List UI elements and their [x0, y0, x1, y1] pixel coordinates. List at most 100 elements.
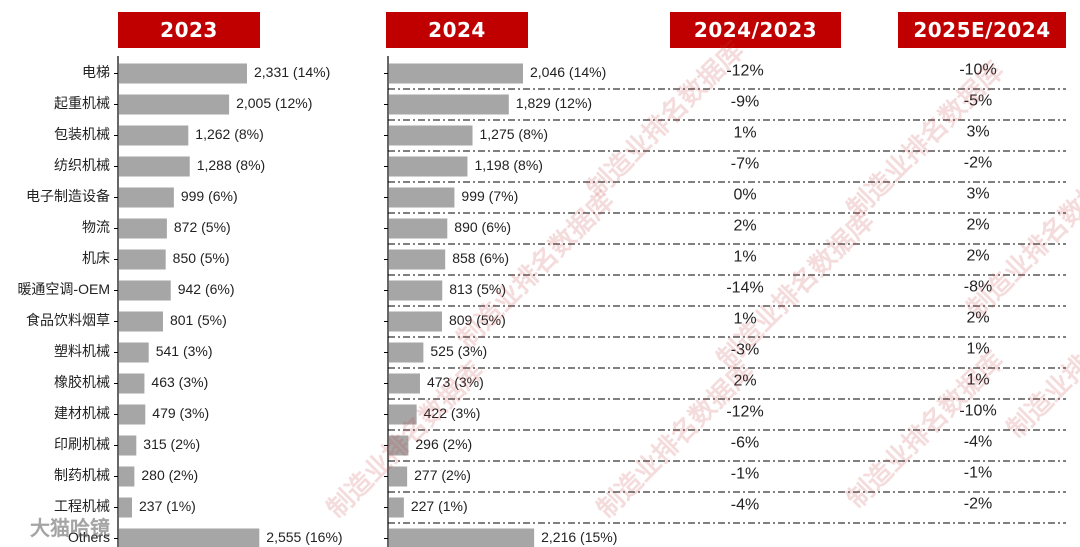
- header-growth-2024-2023: 2024/2023: [670, 12, 841, 48]
- bar-2024: [389, 497, 404, 518]
- growth-2025e-2024: -2%: [964, 496, 992, 513]
- data-label-2024: 858 (6%): [452, 250, 509, 266]
- bar-2023: [119, 404, 146, 425]
- growth-2024-2023: -1%: [731, 466, 759, 483]
- bar-2023: [119, 249, 166, 270]
- data-label-2024: 1,275 (8%): [480, 126, 548, 142]
- bar-2024: [389, 528, 535, 547]
- growth-2024-2023: -7%: [731, 156, 759, 173]
- bar-2024: [389, 435, 409, 456]
- bar-2023: [119, 435, 137, 456]
- watermark-bottom-text: 大猫哈镜: [30, 516, 110, 540]
- bar-2024: [389, 156, 468, 177]
- data-label-2024: 1,198 (8%): [474, 157, 542, 173]
- data-label-2023: 801 (5%): [170, 312, 227, 328]
- growth-2025e-2024: -8%: [964, 279, 992, 296]
- growth-2024-2023: -12%: [726, 404, 763, 421]
- header-2023: 2023: [118, 12, 260, 48]
- data-label-2024: 999 (7%): [461, 188, 518, 204]
- data-label-2024: 890 (6%): [454, 219, 511, 235]
- growth-2025e-2024: -1%: [964, 465, 992, 482]
- data-label-2024: 813 (5%): [449, 281, 506, 297]
- bar-2024: [389, 466, 408, 487]
- data-label-2024: 422 (3%): [424, 405, 481, 421]
- data-label-2024: 525 (3%): [430, 343, 487, 359]
- category-label: 工程机械: [54, 498, 110, 514]
- data-label-2023: 237 (1%): [139, 498, 196, 514]
- data-label-2023: 872 (5%): [174, 219, 231, 235]
- growth-2025e-2024: 3%: [966, 124, 989, 141]
- category-label: 暖通空调-OEM: [17, 281, 110, 297]
- data-label-2024: 227 (1%): [411, 498, 468, 514]
- growth-2024-2023: 2%: [733, 218, 756, 235]
- bar-2023: [119, 125, 189, 146]
- bar-2024: [389, 249, 446, 270]
- bar-2024: [389, 63, 523, 84]
- bar-2024: [389, 342, 424, 363]
- growth-2024-2023: 1%: [733, 311, 756, 328]
- data-label-2024: 1,829 (12%): [516, 95, 592, 111]
- data-label-2023: 479 (3%): [152, 405, 209, 421]
- growth-2024-2023: -6%: [731, 435, 759, 452]
- data-label-2023: 2,331 (14%): [254, 64, 330, 80]
- bar-2024: [389, 311, 442, 332]
- growth-2025e-2024: -2%: [964, 155, 992, 172]
- bar-2023: [119, 528, 260, 547]
- growth-2025e-2024: -5%: [964, 93, 992, 110]
- category-label: 食品饮料烟草: [26, 312, 110, 328]
- growth-2024-2023: -12%: [726, 63, 763, 80]
- data-label-2023: 999 (6%): [181, 188, 238, 204]
- bar-2023: [119, 497, 133, 518]
- growth-2025e-2024: 1%: [966, 372, 989, 389]
- growth-2025e-2024: -10%: [959, 62, 996, 79]
- growth-2024-2023: 0%: [733, 187, 756, 204]
- bar-2023: [119, 373, 145, 394]
- growth-2024-2023: -3%: [731, 342, 759, 359]
- category-label: Others: [68, 529, 110, 545]
- bar-2023: [119, 156, 190, 177]
- data-label-2024: 809 (5%): [449, 312, 506, 328]
- growth-2024-2023: 2%: [733, 373, 756, 390]
- data-label-2024: 296 (2%): [415, 436, 472, 452]
- growth-2025e-2024: 2%: [966, 248, 989, 265]
- category-label: 印刷机械: [54, 436, 110, 452]
- data-label-2024: 2,216 (15%): [541, 529, 617, 545]
- category-label: 起重机械: [54, 95, 110, 111]
- growth-2024-2023: -4%: [731, 497, 759, 514]
- category-label: 橡胶机械: [54, 374, 110, 390]
- bar-2023: [119, 63, 247, 84]
- bar-2023: [119, 218, 167, 239]
- data-label-2023: 2,555 (16%): [266, 529, 342, 545]
- bar-2024: [389, 125, 473, 146]
- bar-2023: [119, 280, 171, 301]
- growth-2025e-2024: 2%: [966, 310, 989, 327]
- bar-2023: [119, 187, 174, 208]
- data-label-2023: 463 (3%): [151, 374, 208, 390]
- bar-2024: [389, 94, 509, 115]
- data-label-2024: 2,046 (14%): [530, 64, 606, 80]
- bar-2024: [389, 218, 448, 239]
- bar-2023: [119, 311, 163, 332]
- data-label-2023: 315 (2%): [143, 436, 200, 452]
- category-label: 纺织机械: [54, 157, 110, 173]
- growth-2024-2023: 1%: [733, 125, 756, 142]
- growth-2025e-2024: 1%: [966, 341, 989, 358]
- data-label-2023: 280 (2%): [141, 467, 198, 483]
- bar-2024: [389, 280, 443, 301]
- bar-2024: [389, 404, 417, 425]
- growth-2025e-2024: -4%: [964, 434, 992, 451]
- growth-2025e-2024: -10%: [959, 403, 996, 420]
- data-label-2024: 473 (3%): [427, 374, 484, 390]
- bar-2024: [389, 373, 420, 394]
- growth-2025e-2024: 2%: [966, 217, 989, 234]
- category-label: 制药机械: [54, 467, 110, 483]
- data-label-2023: 1,262 (8%): [195, 126, 263, 142]
- category-label: 物流: [82, 219, 110, 235]
- data-label-2023: 850 (5%): [173, 250, 230, 266]
- category-label: 电梯: [82, 64, 110, 80]
- category-label: 包装机械: [54, 126, 110, 142]
- data-label-2023: 942 (6%): [178, 281, 235, 297]
- bar-2023: [119, 466, 135, 487]
- header-2024: 2024: [386, 12, 528, 48]
